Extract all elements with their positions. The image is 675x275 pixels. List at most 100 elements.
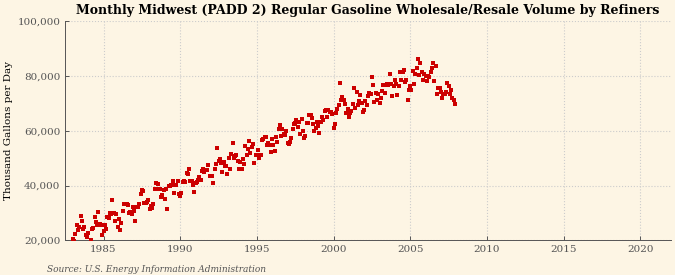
- Point: [218, 160, 229, 164]
- Point: [374, 101, 385, 105]
- Point: [365, 92, 376, 96]
- Point: [93, 209, 104, 214]
- Point: [261, 135, 271, 139]
- Point: [190, 181, 201, 185]
- Point: [109, 219, 120, 223]
- Point: [249, 160, 260, 165]
- Point: [96, 223, 107, 227]
- Point: [388, 84, 399, 89]
- Point: [145, 204, 156, 208]
- Point: [406, 88, 417, 92]
- Point: [288, 127, 298, 132]
- Point: [285, 140, 296, 144]
- Point: [412, 57, 423, 62]
- Point: [255, 152, 266, 157]
- Point: [234, 167, 244, 172]
- Point: [140, 200, 151, 205]
- Point: [324, 110, 335, 114]
- Point: [294, 119, 304, 124]
- Point: [135, 192, 146, 196]
- Point: [79, 224, 90, 229]
- Point: [313, 124, 323, 128]
- Point: [359, 108, 370, 112]
- Point: [405, 84, 416, 88]
- Point: [391, 82, 402, 87]
- Point: [128, 205, 138, 209]
- Point: [407, 69, 418, 73]
- Point: [182, 172, 193, 176]
- Point: [309, 128, 320, 133]
- Point: [396, 78, 406, 82]
- Point: [356, 101, 367, 106]
- Point: [130, 219, 141, 224]
- Point: [232, 159, 243, 163]
- Point: [250, 152, 261, 157]
- Point: [106, 211, 117, 216]
- Point: [103, 216, 114, 220]
- Point: [209, 167, 220, 171]
- Point: [425, 70, 436, 74]
- Point: [252, 148, 263, 152]
- Point: [199, 170, 210, 174]
- Point: [338, 98, 349, 102]
- Point: [256, 138, 267, 143]
- Point: [377, 89, 387, 94]
- Point: [281, 129, 292, 133]
- Point: [126, 211, 137, 216]
- Point: [136, 188, 147, 192]
- Point: [282, 141, 293, 145]
- Point: [397, 70, 408, 74]
- Point: [299, 136, 310, 140]
- Point: [427, 65, 437, 70]
- Point: [134, 202, 144, 207]
- Point: [252, 152, 263, 157]
- Point: [227, 140, 238, 145]
- Point: [394, 83, 404, 88]
- Point: [228, 156, 239, 161]
- Point: [344, 115, 354, 120]
- Point: [192, 180, 202, 184]
- Point: [221, 164, 232, 168]
- Point: [80, 233, 91, 237]
- Point: [205, 174, 216, 178]
- Point: [83, 231, 94, 236]
- Point: [132, 205, 142, 209]
- Point: [420, 74, 431, 78]
- Point: [335, 81, 346, 86]
- Point: [300, 134, 310, 138]
- Point: [195, 178, 206, 182]
- Point: [216, 160, 227, 165]
- Point: [364, 91, 375, 95]
- Point: [361, 103, 372, 108]
- Point: [305, 112, 316, 117]
- Point: [373, 92, 383, 96]
- Point: [236, 167, 247, 171]
- Point: [85, 237, 96, 242]
- Point: [219, 164, 230, 168]
- Point: [258, 136, 269, 141]
- Point: [254, 156, 265, 160]
- Point: [196, 169, 207, 173]
- Point: [102, 214, 113, 219]
- Point: [321, 108, 331, 112]
- Point: [120, 202, 131, 206]
- Point: [89, 215, 100, 219]
- Point: [186, 179, 197, 183]
- Point: [350, 105, 360, 110]
- Point: [222, 172, 233, 176]
- Point: [429, 79, 440, 83]
- Point: [418, 72, 429, 77]
- Point: [395, 70, 406, 74]
- Point: [448, 97, 459, 102]
- Point: [398, 68, 409, 73]
- Point: [447, 95, 458, 100]
- Point: [115, 227, 126, 232]
- Point: [277, 126, 288, 131]
- Point: [75, 214, 86, 218]
- Point: [76, 218, 87, 223]
- Point: [113, 217, 124, 221]
- Point: [176, 191, 187, 195]
- Point: [355, 93, 366, 97]
- Point: [116, 221, 127, 225]
- Point: [181, 171, 192, 175]
